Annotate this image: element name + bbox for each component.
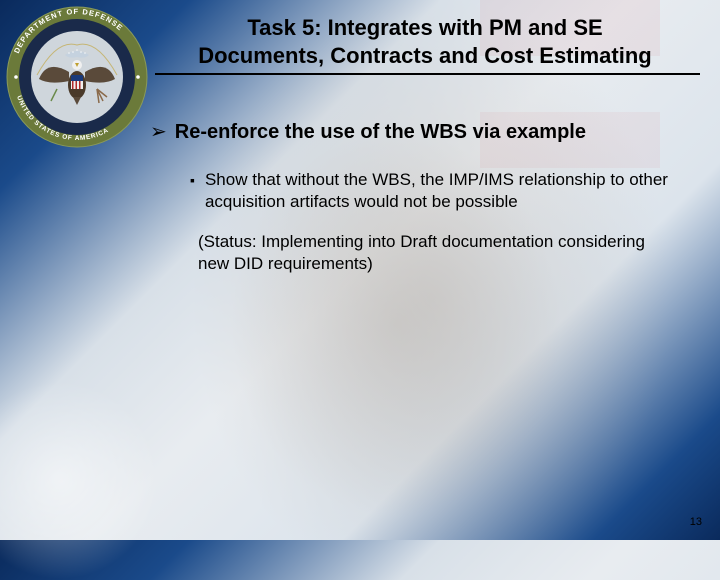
title-underline [155,73,700,75]
title-line-2: Documents, Contracts and Cost Estimating [198,43,652,68]
main-bullet-text: Re-enforce the use of the WBS via exampl… [175,120,586,145]
square-bullet-icon: ▪ [190,172,195,188]
status-text: (Status: Implementing into Draft documen… [198,231,680,275]
background-corner-glow [0,380,160,580]
dod-seal-icon: DEPARTMENT OF DEFENSE UNITED STATES OF A… [6,6,148,148]
slide-title: Task 5: Integrates with PM and SE Docume… [160,14,690,69]
arrow-bullet-icon: ➢ [150,120,167,144]
page-number: 13 [690,516,702,528]
slide-content: ➢ Re-enforce the use of the WBS via exam… [150,120,680,275]
main-bullet: ➢ Re-enforce the use of the WBS via exam… [150,120,680,145]
sub-bullet-text: Show that without the WBS, the IMP/IMS r… [205,169,680,213]
title-line-1: Task 5: Integrates with PM and SE [247,15,602,40]
sub-bullet: ▪ Show that without the WBS, the IMP/IMS… [190,169,680,213]
